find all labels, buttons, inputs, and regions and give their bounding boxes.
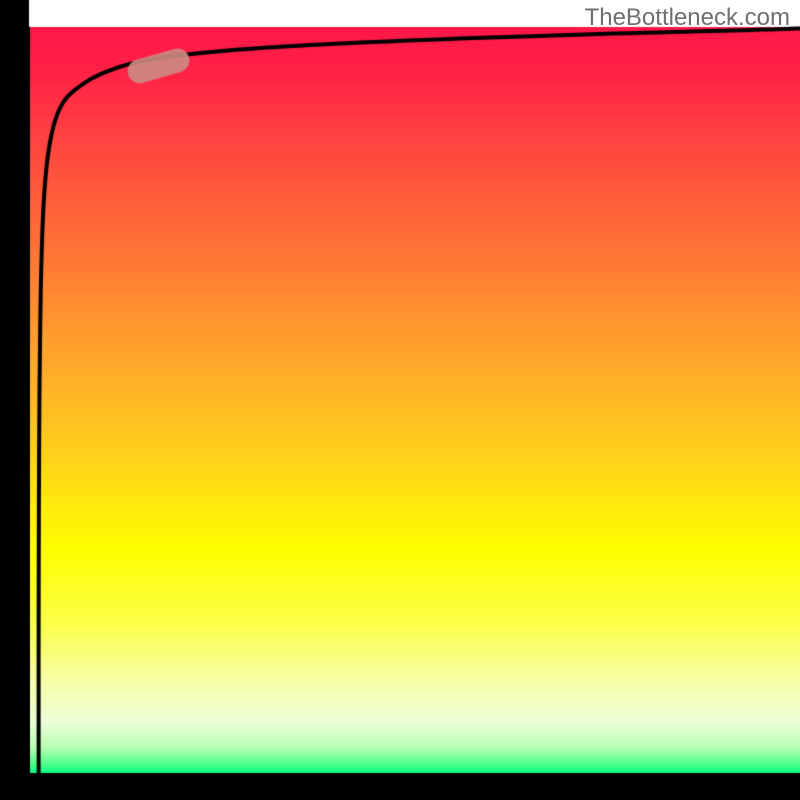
attribution-label: TheBottleneck.com (585, 4, 790, 32)
chart-root: { "attribution": { "text": "TheBottlenec… (0, 0, 800, 800)
chart-canvas (0, 0, 800, 800)
